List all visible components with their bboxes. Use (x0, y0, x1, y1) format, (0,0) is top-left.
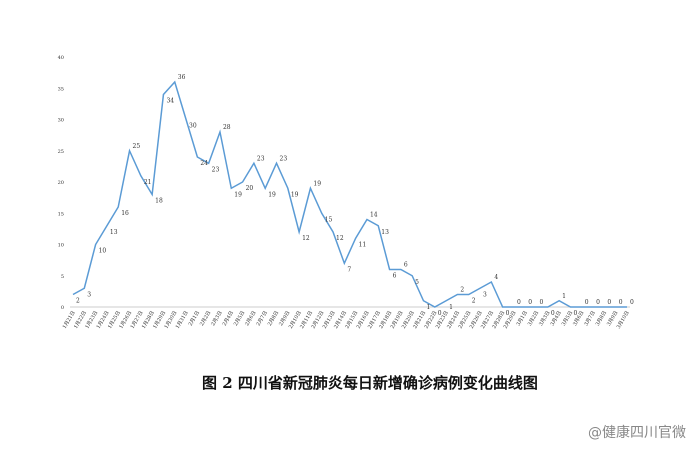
data-label: 23 (280, 155, 288, 162)
data-label: 34 (166, 98, 174, 105)
data-label: 2 (472, 298, 476, 305)
data-label: 0 (551, 310, 555, 317)
data-label: 14 (370, 212, 378, 219)
data-label: 0 (573, 310, 577, 317)
data-label: 6 (393, 273, 397, 280)
y-tick-label: 0 (61, 305, 64, 311)
y-tick-label: 40 (58, 55, 64, 61)
data-label: 11 (359, 241, 367, 248)
data-label: 13 (381, 229, 389, 236)
data-label: 10 (99, 248, 107, 255)
data-label: 1 (562, 293, 566, 300)
data-label: 2 (460, 287, 464, 294)
data-label: 16 (121, 210, 129, 217)
data-label: 4 (494, 274, 498, 281)
data-label: 2 (76, 298, 80, 305)
data-label: 6 (404, 262, 408, 269)
data-label: 0 (596, 299, 600, 306)
data-label: 15 (325, 216, 333, 223)
data-label: 23 (212, 166, 220, 173)
data-label: 12 (302, 235, 310, 242)
y-tick-label: 30 (58, 118, 64, 124)
data-label: 28 (223, 124, 231, 131)
data-label: 0 (630, 299, 634, 306)
data-label: 1 (426, 304, 430, 311)
data-label: 0 (517, 299, 521, 306)
y-tick-label: 15 (58, 211, 64, 217)
data-label: 0 (607, 299, 611, 306)
data-label: 12 (336, 235, 344, 242)
data-label: 30 (189, 123, 197, 130)
data-label: 13 (110, 229, 118, 236)
data-label: 5 (415, 279, 419, 286)
y-tick-label: 35 (58, 86, 64, 92)
data-label: 24 (200, 160, 208, 167)
series-line (72, 80, 627, 308)
data-label: 19 (313, 180, 321, 187)
data-label: 19 (234, 191, 242, 198)
data-label: 23 (257, 155, 265, 162)
y-tick-label: 10 (58, 243, 64, 249)
data-label: 0 (619, 299, 623, 306)
data-label: 21 (144, 179, 152, 186)
data-label: 36 (178, 74, 186, 81)
data-label: 18 (155, 198, 163, 205)
data-label: 7 (347, 266, 351, 273)
data-label: 19 (291, 191, 299, 198)
caption: 图 2 四川省新冠肺炎每日新增确诊病例变化曲线图 (202, 374, 538, 392)
data-label: 1 (449, 304, 453, 311)
data-label: 3 (87, 291, 91, 298)
data-label: 3 (483, 291, 487, 298)
data-label: 0 (540, 299, 544, 306)
data-label: 0 (528, 299, 532, 306)
data-label: 19 (268, 191, 276, 198)
data-label: 0 (438, 310, 442, 317)
y-tick-label: 25 (58, 149, 64, 155)
y-tick-label: 20 (58, 180, 64, 186)
data-label: 0 (506, 310, 510, 317)
watermark: @健康四川官微 (588, 424, 686, 441)
data-label: 20 (246, 185, 254, 192)
data-label: 25 (133, 143, 141, 150)
y-tick-label: 5 (61, 274, 64, 280)
data-label: 0 (585, 299, 589, 306)
